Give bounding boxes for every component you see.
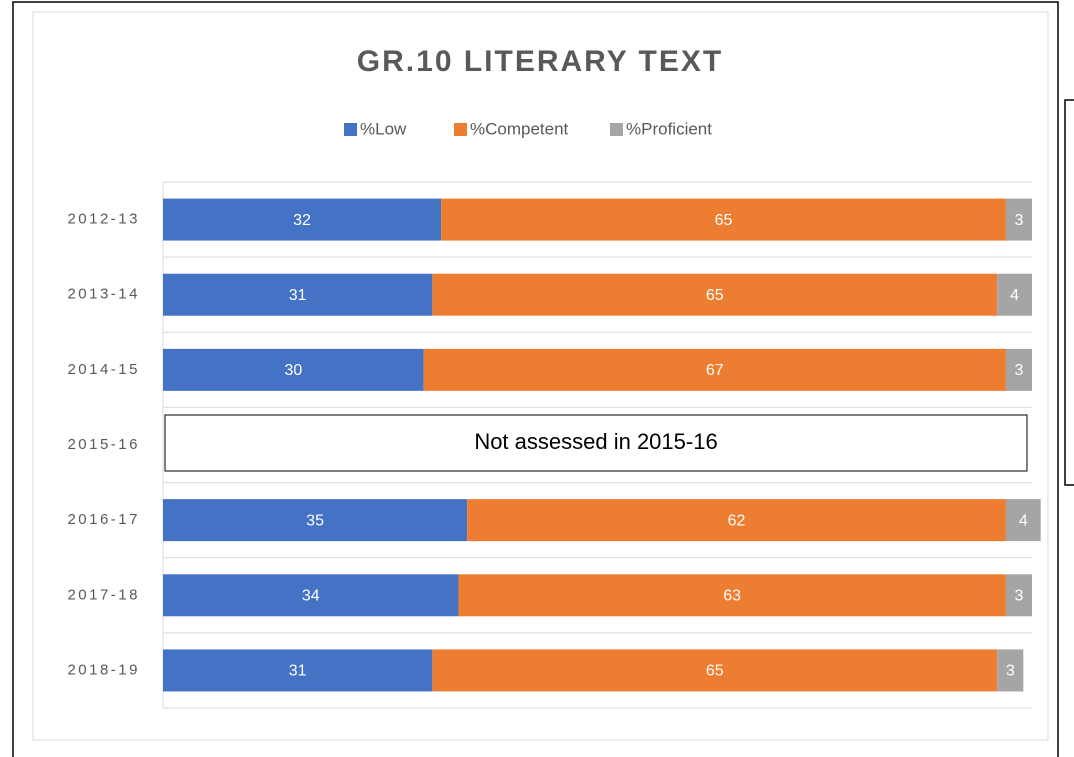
bar-segment — [1005, 499, 1041, 542]
bar-segment — [458, 574, 1006, 617]
bar-segment — [467, 499, 1006, 542]
value-label: 65 — [706, 287, 724, 304]
legend-swatch — [610, 123, 623, 136]
value-label: 3 — [1015, 362, 1024, 379]
legend-swatch — [454, 123, 467, 136]
bar-segment — [432, 649, 998, 692]
bar-segment — [997, 273, 1032, 316]
side-box — [1064, 99, 1074, 486]
y-tick-label: 2017-18 — [67, 586, 140, 603]
value-label: 4 — [1019, 512, 1028, 529]
legend-label: %Low — [360, 119, 407, 138]
bar-segment — [163, 649, 433, 692]
value-label: 34 — [302, 588, 320, 605]
y-tick-label: 2015-16 — [67, 436, 140, 453]
bar-segment — [997, 649, 1024, 692]
bar-segment — [163, 574, 459, 617]
value-label: 65 — [706, 663, 724, 680]
value-label: 35 — [306, 512, 324, 529]
bar-segment — [423, 348, 1006, 391]
chart-title: GR.10 LITERARY TEXT — [357, 45, 723, 78]
legend-swatch — [344, 123, 357, 136]
y-tick-label: 2018-19 — [67, 661, 140, 678]
y-tick-label: 2014-15 — [67, 361, 140, 378]
value-label: 3 — [1015, 588, 1024, 605]
value-label: 4 — [1010, 287, 1019, 304]
bar-segment — [163, 198, 442, 241]
bar-segment — [163, 348, 424, 391]
bar-segment — [441, 198, 1006, 241]
value-label: 65 — [715, 212, 733, 229]
y-tick-label: 2016-17 — [67, 511, 140, 528]
legend-label: %Proficient — [626, 119, 712, 138]
y-tick-label: 2013-14 — [67, 286, 140, 303]
bar-segment — [163, 499, 468, 542]
legend-label: %Competent — [470, 119, 569, 138]
bar-segment — [163, 273, 433, 316]
annotation: Not assessed in 2015-16 — [474, 429, 717, 454]
value-label: 3 — [1006, 663, 1015, 680]
value-label: 31 — [289, 663, 307, 680]
bar-segment — [1005, 198, 1032, 241]
value-label: 31 — [289, 287, 307, 304]
value-label: 63 — [723, 588, 741, 605]
value-label: 62 — [728, 512, 746, 529]
value-label: 32 — [293, 212, 311, 229]
value-label: 67 — [706, 362, 724, 379]
value-label: 30 — [284, 362, 302, 379]
bar-segment — [1005, 574, 1032, 617]
bar-segment — [432, 273, 998, 316]
outer-frame — [12, 1, 1059, 757]
annotation-box — [164, 414, 1028, 472]
value-label: 3 — [1015, 212, 1024, 229]
y-tick-label: 2012-13 — [67, 211, 140, 228]
bar-segment — [1005, 348, 1032, 391]
